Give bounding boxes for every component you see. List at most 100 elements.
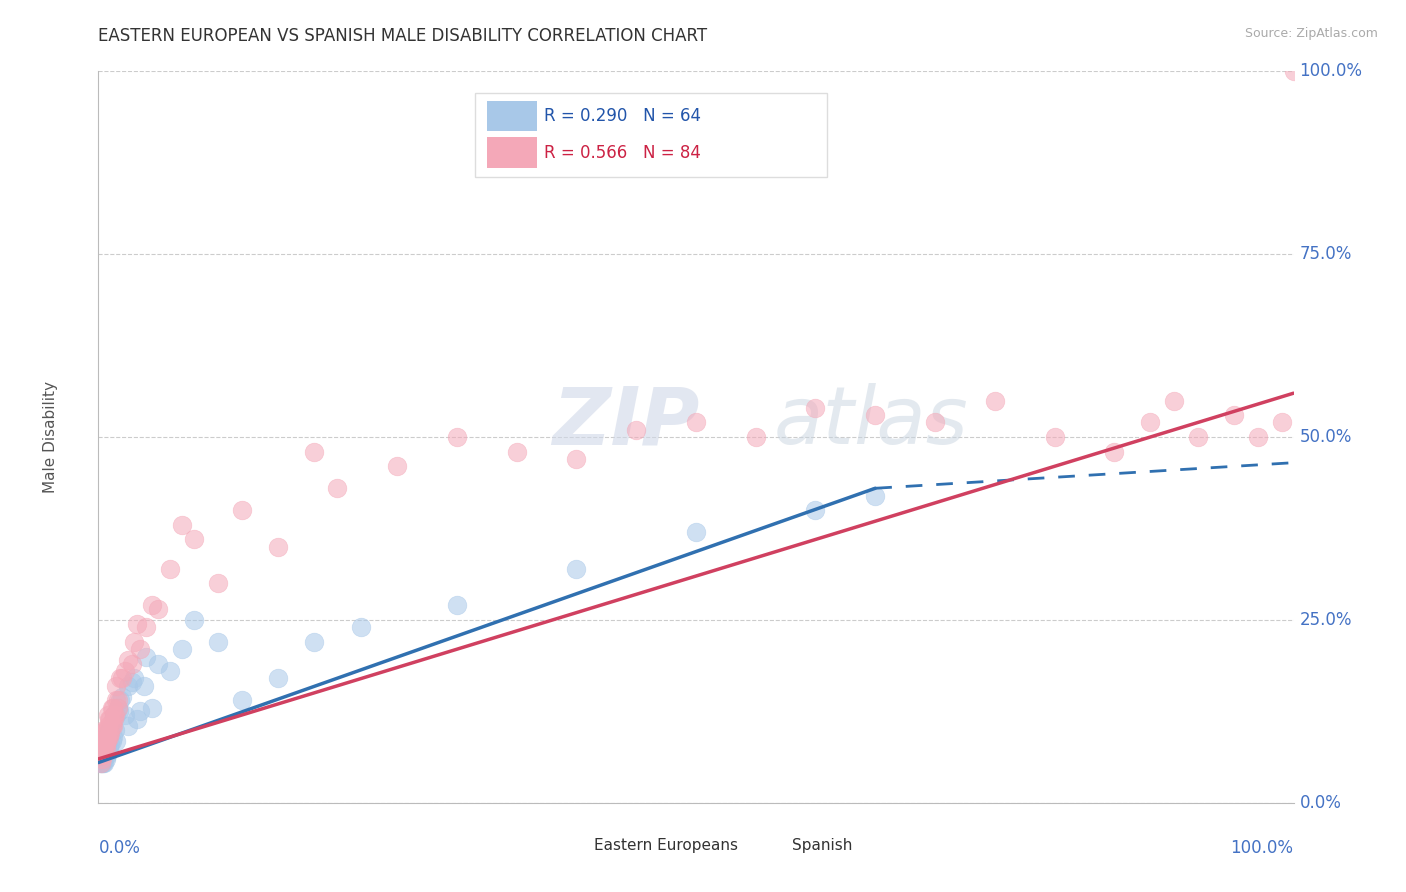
Point xyxy=(91,752,114,766)
Point xyxy=(98,712,121,726)
Point xyxy=(98,726,122,740)
Point xyxy=(107,700,129,714)
Point xyxy=(90,748,112,763)
Point xyxy=(91,748,114,763)
Point xyxy=(132,679,155,693)
Point xyxy=(100,719,122,733)
FancyBboxPatch shape xyxy=(475,94,827,178)
Point xyxy=(1282,64,1305,78)
Point xyxy=(141,599,163,613)
Point xyxy=(96,737,118,751)
Point xyxy=(159,562,181,576)
FancyBboxPatch shape xyxy=(486,101,537,131)
Point xyxy=(96,733,118,747)
Point xyxy=(506,444,529,458)
Point xyxy=(107,700,129,714)
Point xyxy=(91,745,114,759)
Point xyxy=(90,745,112,759)
Point xyxy=(94,737,117,751)
Text: 100.0%: 100.0% xyxy=(1299,62,1362,80)
Point xyxy=(91,756,114,770)
Point xyxy=(108,672,131,686)
Point xyxy=(105,733,128,747)
Point xyxy=(1104,444,1126,458)
Point xyxy=(117,653,139,667)
Point xyxy=(90,748,112,763)
Point xyxy=(231,503,253,517)
Point xyxy=(90,756,112,770)
Point xyxy=(804,503,827,517)
Point xyxy=(103,708,125,723)
FancyBboxPatch shape xyxy=(735,833,786,859)
Text: 75.0%: 75.0% xyxy=(1299,245,1353,263)
FancyBboxPatch shape xyxy=(486,137,537,168)
Point xyxy=(302,635,325,649)
Point xyxy=(111,690,134,704)
Point xyxy=(96,748,118,763)
Point xyxy=(101,730,124,744)
Text: EASTERN EUROPEAN VS SPANISH MALE DISABILITY CORRELATION CHART: EASTERN EUROPEAN VS SPANISH MALE DISABIL… xyxy=(98,27,707,45)
Point xyxy=(565,452,588,467)
Point xyxy=(1043,430,1066,444)
Point xyxy=(91,740,114,755)
Point xyxy=(100,715,122,730)
Point xyxy=(91,745,114,759)
Point xyxy=(90,740,112,755)
Point xyxy=(111,672,134,686)
Text: 25.0%: 25.0% xyxy=(1299,611,1353,629)
Point xyxy=(93,748,115,763)
Point xyxy=(183,613,205,627)
Point xyxy=(984,393,1007,408)
Point xyxy=(90,733,112,747)
Point xyxy=(100,719,122,733)
Point xyxy=(446,599,468,613)
Point xyxy=(129,705,152,719)
Point xyxy=(97,708,120,723)
Point xyxy=(94,740,117,755)
Point xyxy=(1139,416,1161,430)
Point xyxy=(100,733,122,747)
Point xyxy=(103,712,125,726)
Text: Spanish: Spanish xyxy=(792,838,852,854)
Point xyxy=(98,740,121,755)
Point xyxy=(129,642,152,657)
Point xyxy=(159,664,181,678)
Point xyxy=(135,620,157,634)
Point xyxy=(207,635,229,649)
Point xyxy=(1247,430,1270,444)
Point xyxy=(98,723,122,737)
Point xyxy=(94,723,117,737)
Point xyxy=(104,723,127,737)
Point xyxy=(101,719,124,733)
Text: 100.0%: 100.0% xyxy=(1230,839,1294,857)
Point xyxy=(93,740,115,755)
Point xyxy=(91,752,114,766)
Point xyxy=(91,737,114,751)
Point xyxy=(108,693,131,707)
Text: 0.0%: 0.0% xyxy=(1299,794,1341,812)
Point xyxy=(326,481,349,495)
Point xyxy=(302,444,325,458)
Point xyxy=(91,737,114,751)
Point xyxy=(626,423,648,437)
Point xyxy=(96,730,118,744)
Point xyxy=(745,430,768,444)
Point xyxy=(1187,430,1209,444)
Point xyxy=(114,708,136,723)
Point xyxy=(865,489,887,503)
Point xyxy=(117,719,139,733)
Point xyxy=(148,602,170,616)
Point xyxy=(804,401,827,415)
Text: R = 0.566   N = 84: R = 0.566 N = 84 xyxy=(544,144,702,161)
Point xyxy=(121,675,143,690)
Point xyxy=(98,723,121,737)
Point xyxy=(125,616,148,631)
Point xyxy=(96,723,118,737)
Text: Source: ZipAtlas.com: Source: ZipAtlas.com xyxy=(1244,27,1378,40)
Point xyxy=(90,756,112,770)
Point xyxy=(124,672,146,686)
Point xyxy=(89,756,111,770)
Text: R = 0.290   N = 64: R = 0.290 N = 64 xyxy=(544,107,702,125)
Point xyxy=(91,748,114,763)
Point xyxy=(89,748,111,763)
